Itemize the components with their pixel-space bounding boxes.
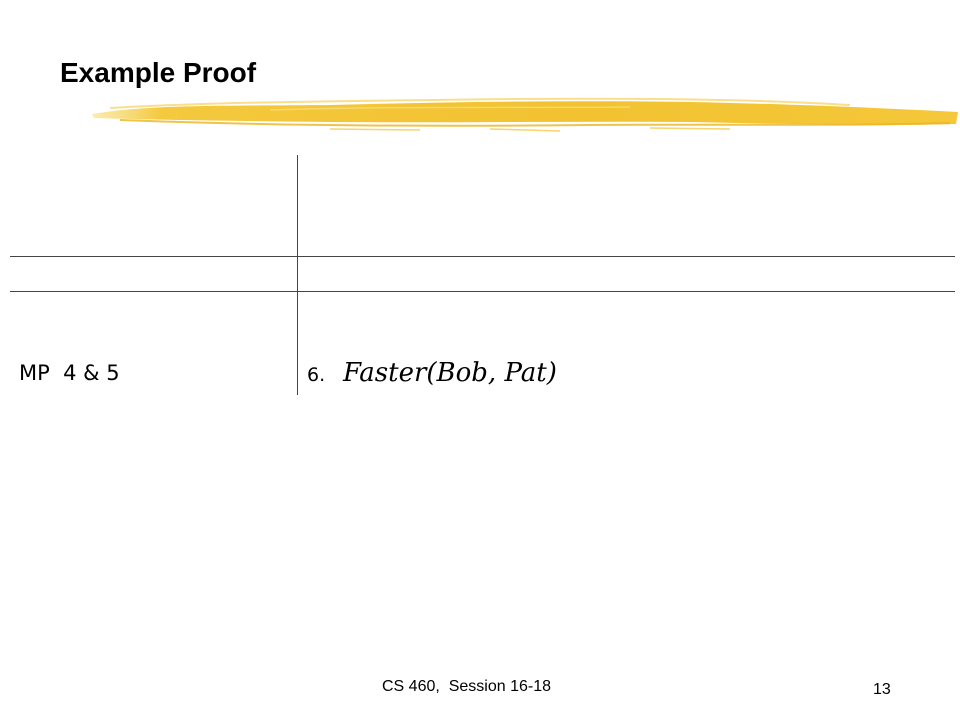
proof-justification: MP 4 & 5 [19, 361, 120, 385]
slide-page-number: 13 [873, 681, 891, 698]
proof-formula: Faster(Bob, Pat) [343, 358, 557, 388]
proof-column-divider [297, 155, 298, 395]
proof-row-divider [10, 291, 955, 292]
proof-row-divider [10, 256, 955, 257]
slide-title: Example Proof [60, 57, 257, 88]
footer-course-session: CS 460, Session 16-18 [382, 678, 551, 695]
title-underline-brushstroke [92, 97, 958, 132]
proof-step-number: 6. [307, 364, 326, 386]
